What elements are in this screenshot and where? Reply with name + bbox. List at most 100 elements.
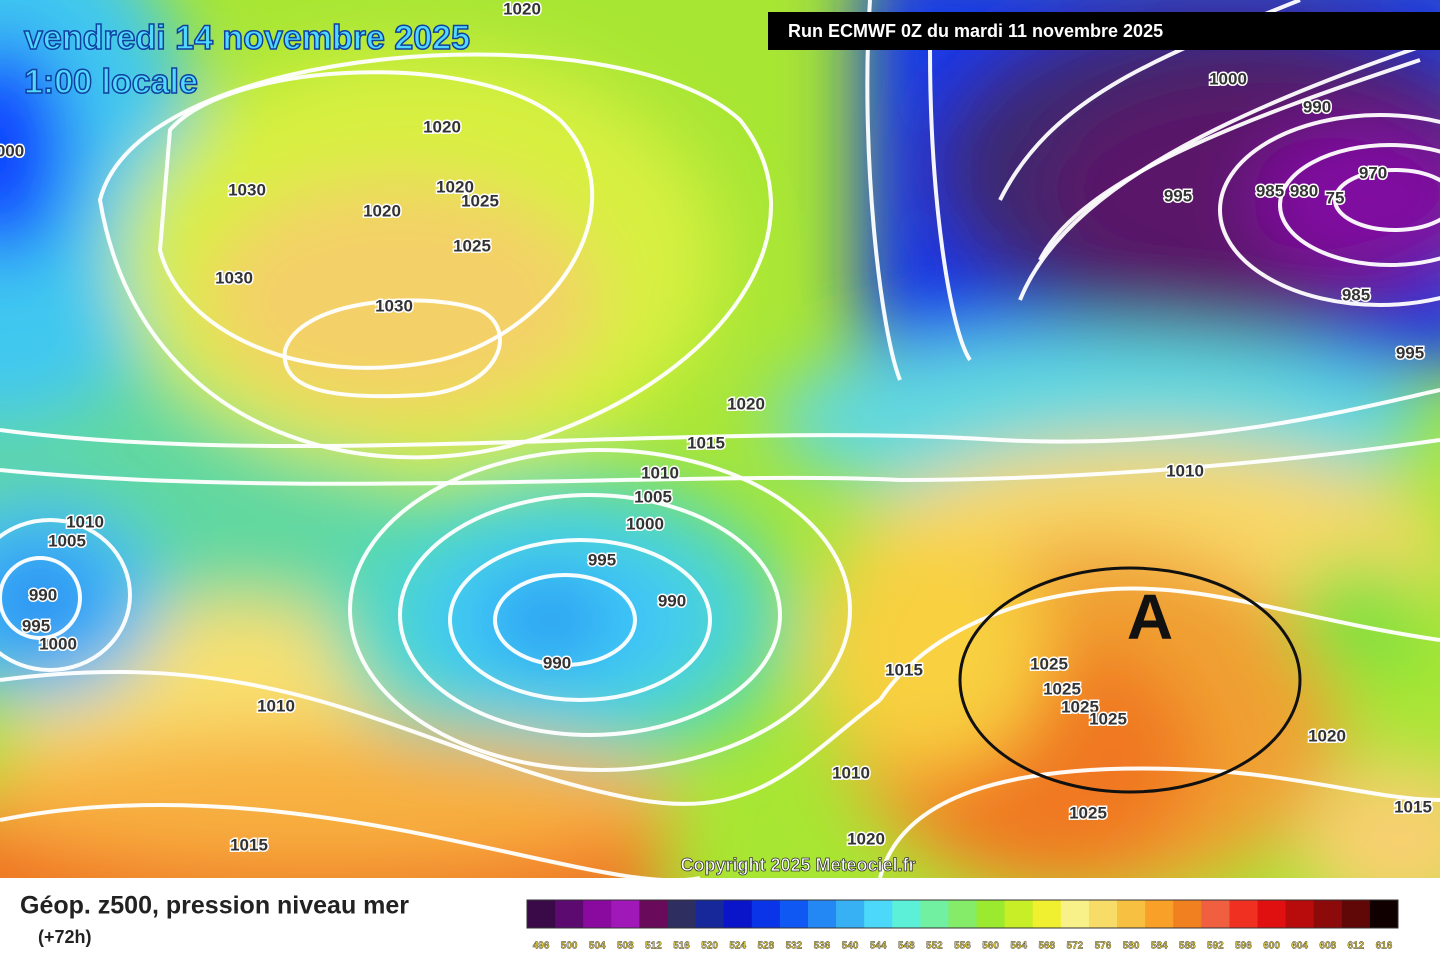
scale-label: 564: [1010, 941, 1027, 952]
isobar-label: 1030: [215, 268, 253, 287]
isobar-label: 1015: [687, 433, 725, 452]
scale-label: 520: [701, 941, 718, 952]
isobar-label: 1000: [1209, 69, 1247, 88]
isobar-label: 1010: [257, 696, 295, 715]
isobar-label: 970: [1359, 163, 1387, 182]
color-scale: 496 500 504 508 512 516 520 524 528 532 536 540 544 5…: [526, 899, 1399, 952]
isobar-label: 1025: [1069, 803, 1107, 822]
scale-label: 608: [1319, 941, 1336, 952]
scale-label: 540: [842, 941, 859, 952]
isobar-label: 1020: [436, 177, 474, 196]
isobar-label: 1010: [66, 512, 104, 531]
isobar-label: 1025: [1043, 679, 1081, 698]
scale-label: 580: [1123, 941, 1140, 952]
isobar-label: 1025: [1061, 697, 1099, 716]
scale-swatch: [920, 900, 949, 928]
scale-label: 516: [673, 941, 690, 952]
isobar-label: 1010: [832, 763, 870, 782]
scale-swatch: [1257, 900, 1287, 928]
scale-swatch: [836, 900, 865, 928]
scale-swatch: [527, 900, 556, 928]
isobar-label: 985: [1342, 285, 1370, 304]
scale-swatch: [1201, 900, 1230, 928]
isobar-label: 1030: [228, 180, 266, 199]
scale-swatch: [1229, 900, 1259, 928]
footer-title: Géop. z500, pression niveau mer: [20, 892, 409, 920]
scale-swatch: [1313, 900, 1343, 928]
scale-swatch: [1369, 900, 1399, 928]
scale-swatch: [779, 900, 809, 928]
isobar-label: 985: [1256, 181, 1284, 200]
scale-swatch: [695, 900, 725, 928]
isobar-label: 1025: [1030, 654, 1068, 673]
scale-swatch: [1088, 900, 1118, 928]
isobar-label: 990: [543, 653, 571, 672]
scale-label: 508: [617, 941, 634, 952]
isobar-label: 1010: [641, 463, 679, 482]
scale-swatch: [555, 900, 584, 928]
scale-frame: [526, 899, 1399, 929]
scale-swatch: [1060, 900, 1090, 928]
isobar-label: 1020: [503, 0, 541, 18]
isobar-label: 995: [1164, 186, 1192, 205]
scale-label: 548: [898, 941, 915, 952]
scale-label: 612: [1348, 941, 1365, 952]
scale-swatch: [1173, 900, 1202, 928]
scale-label: 576: [1095, 941, 1112, 952]
scale-swatch: [723, 900, 753, 928]
scale-label: 592: [1207, 941, 1224, 952]
scale-swatch: [807, 900, 837, 928]
isobar-label: 1025: [461, 191, 499, 210]
isobar-label: 980: [1290, 181, 1318, 200]
high-marker: A: [1127, 581, 1173, 653]
forecast-date: vendredi 14 novembre 2025: [24, 19, 470, 57]
scale-swatch: [864, 900, 893, 928]
isobar-label: 990: [1303, 97, 1331, 116]
isobar-label: 1010: [1166, 461, 1204, 480]
run-banner: [768, 12, 1440, 50]
isobar-label: 1005: [48, 531, 86, 550]
scale-label: 560: [982, 941, 999, 952]
scale-label: 616: [1376, 941, 1393, 952]
scale-label: 584: [1151, 941, 1168, 952]
scale-label: 568: [1038, 941, 1055, 952]
scale-label: 528: [757, 941, 774, 952]
scale-label: 524: [729, 941, 746, 952]
scale-label: 500: [561, 941, 578, 952]
isobar-label: 1030: [375, 296, 413, 315]
isobar-label: 75: [1326, 188, 1345, 207]
high-ellipse: [958, 566, 1302, 794]
scale-swatch: [1341, 900, 1371, 928]
scale-swatch: [948, 900, 978, 928]
isobar-label: 1000: [39, 634, 77, 653]
isobar-label: 1015: [885, 660, 923, 679]
isobar-label: 1000: [626, 514, 664, 533]
scale-label: 588: [1179, 941, 1196, 952]
scale-swatch: [611, 900, 640, 928]
scale-label: 532: [786, 941, 803, 952]
isobar-label: 995: [588, 550, 616, 569]
scale-swatch: [1117, 900, 1146, 928]
isobar-label: 1020: [363, 201, 401, 220]
forecast-time: 1:00 locale: [24, 63, 198, 101]
scale-swatch: [667, 900, 697, 928]
isobar-label: 1025: [1089, 709, 1127, 728]
scale-label: 556: [954, 941, 971, 952]
isobar-label: 1005: [634, 487, 672, 506]
scale-label: 496: [533, 941, 550, 952]
scale-swatch: [1004, 900, 1034, 928]
scale-swatch: [639, 900, 668, 928]
isobar-label: 1015: [230, 835, 268, 854]
scale-label: 604: [1291, 941, 1308, 952]
scale-label: 600: [1263, 941, 1280, 952]
isobar-label: 1025: [453, 236, 491, 255]
scale-label: 504: [589, 941, 606, 952]
scale-swatch: [892, 900, 921, 928]
scale-swatch: [976, 900, 1006, 928]
scale-label: 552: [926, 941, 943, 952]
scale-swatch: [1145, 900, 1174, 928]
scale-label: 512: [645, 941, 662, 952]
